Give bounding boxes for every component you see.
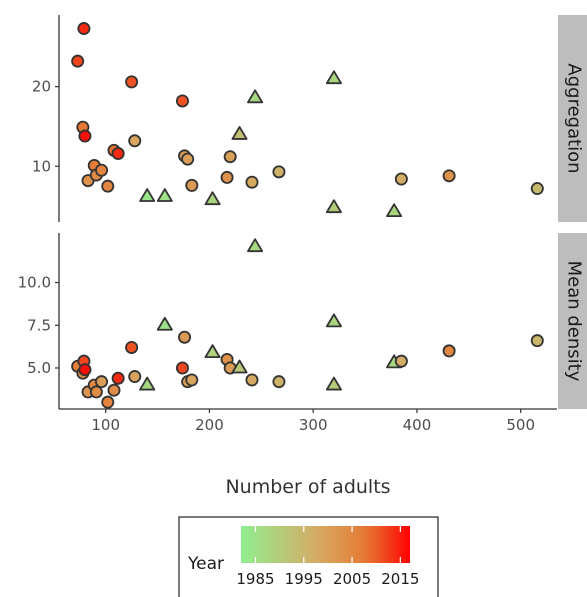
data-point-triangle — [139, 188, 156, 202]
y-tick-label: 10.0 — [18, 274, 51, 292]
data-point-circle — [111, 147, 125, 161]
data-point-circle — [442, 169, 456, 183]
data-point-circle — [272, 375, 286, 389]
x-tick-label: 200 — [195, 416, 224, 434]
data-point-circle — [530, 334, 544, 348]
data-point-circle — [181, 152, 195, 166]
legend-title: Year — [187, 554, 224, 574]
data-point-circle — [107, 383, 121, 397]
data-point-circle — [442, 344, 456, 358]
data-point-circle — [223, 150, 237, 164]
data-point-circle — [245, 373, 259, 387]
x-tick-label: 500 — [506, 416, 535, 434]
data-point-circle — [178, 330, 192, 344]
data-point-circle — [101, 179, 115, 193]
x-tick-label: 100 — [91, 416, 120, 434]
data-point-triangle — [204, 191, 221, 206]
y-tick-label: 20 — [32, 78, 51, 96]
data-point-circle — [394, 172, 408, 186]
chart-panels: 10 20 Aggregation 5.0 7.5 10.0 Mean density 100… — [18, 15, 587, 434]
facet-strip-label: Aggregation — [564, 63, 585, 173]
data-point-triangle — [156, 316, 173, 331]
data-point-circle — [175, 361, 189, 375]
data-point-triangle — [204, 344, 221, 359]
data-point-circle — [128, 134, 142, 148]
data-point-circle — [245, 175, 259, 189]
data-point-triangle — [139, 376, 156, 391]
y-tick-label: 5.0 — [27, 359, 51, 377]
x-tick-label: 300 — [299, 416, 328, 434]
legend-tick-label: 2005 — [333, 570, 371, 588]
data-point-triangle — [156, 188, 173, 202]
data-point-circle — [125, 340, 139, 354]
data-point-triangle — [247, 238, 264, 253]
color-legend: Year 1985 1995 2005 2015 — [178, 516, 439, 597]
data-point-triangle — [247, 89, 264, 104]
data-point-circle — [77, 22, 91, 36]
data-point-circle — [530, 182, 544, 196]
legend-colorbar — [241, 526, 410, 563]
data-point-triangle — [325, 313, 342, 328]
data-point-circle — [78, 129, 92, 143]
panel-aggregation: 10 20 Aggregation — [32, 15, 587, 222]
facet-strip — [558, 15, 587, 222]
data-point-circle — [394, 354, 408, 368]
facet-strip-label: Mean density — [564, 261, 585, 382]
data-point-triangle — [386, 203, 403, 218]
x-axis-title: Number of adults — [225, 476, 390, 498]
data-point-triangle — [325, 376, 342, 391]
panel-mean-density: 5.0 7.5 10.0 Mean density 100 200 300 400 500 — [18, 233, 587, 434]
y-tick-label: 10 — [32, 157, 51, 175]
data-point-circle — [89, 385, 103, 399]
legend-tick-label: 2015 — [381, 570, 419, 588]
data-point-circle — [95, 163, 109, 177]
legend-tick-label: 1985 — [236, 570, 274, 588]
data-point-triangle — [231, 359, 248, 374]
facet-strip — [558, 233, 587, 409]
data-point-circle — [220, 170, 234, 184]
data-point-circle — [101, 395, 115, 409]
data-point-circle — [78, 363, 92, 377]
data-point-circle — [175, 94, 189, 108]
legend-tick-label: 1995 — [285, 570, 323, 588]
data-point-circle — [71, 54, 85, 68]
data-point-triangle — [325, 70, 342, 85]
data-point-circle — [111, 371, 125, 385]
x-tick-label: 400 — [403, 416, 432, 434]
data-point-circle — [272, 165, 286, 179]
data-point-circle — [128, 370, 142, 384]
data-point-triangle — [325, 199, 342, 214]
y-tick-label: 7.5 — [27, 316, 51, 334]
data-point-circle — [95, 375, 109, 389]
data-point-triangle — [231, 126, 248, 140]
data-point-circle — [125, 75, 139, 89]
data-point-circle — [185, 178, 199, 192]
data-point-circle — [185, 373, 199, 387]
